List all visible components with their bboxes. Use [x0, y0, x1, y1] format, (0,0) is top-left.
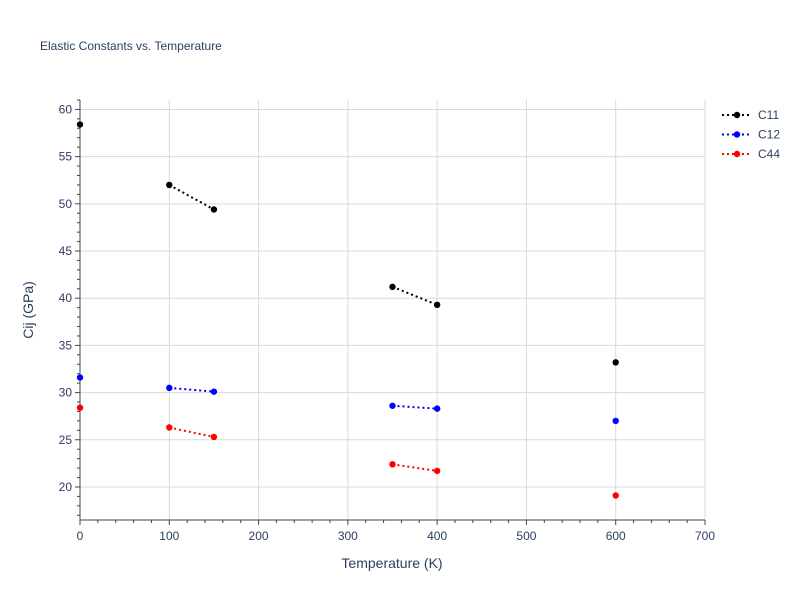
- legend-item-c44[interactable]: C44: [722, 147, 780, 161]
- y-tick-label: 60: [59, 102, 73, 116]
- legend-marker: [733, 131, 741, 138]
- data-point: [210, 206, 218, 213]
- series-c12: [76, 374, 619, 425]
- grid-layer: [80, 100, 706, 520]
- legend-label: C12: [758, 128, 780, 142]
- data-point: [389, 402, 396, 409]
- x-tick-label: 100: [159, 529, 179, 543]
- y-tick-label: 45: [59, 244, 73, 258]
- chart-title: Elastic Constants vs. Temperature: [40, 39, 222, 53]
- series-c11: [76, 121, 619, 366]
- y-tick-label: 55: [59, 150, 73, 164]
- x-tick-label: 500: [516, 529, 536, 543]
- legend-label: C11: [758, 108, 779, 122]
- y-tick-label: 30: [59, 386, 73, 400]
- legend-marker: [733, 150, 741, 158]
- legend-marker: [733, 111, 741, 119]
- series-line: [392, 285, 438, 306]
- legend-item-c12[interactable]: C12: [722, 128, 780, 142]
- data-point: [76, 404, 84, 411]
- data-point: [210, 433, 218, 441]
- data-point: [433, 301, 441, 309]
- data-point: [433, 467, 441, 475]
- series-line: [392, 463, 438, 472]
- data-point: [76, 121, 84, 128]
- series-line: [169, 426, 215, 438]
- data-point: [76, 374, 84, 381]
- x-tick-label: 300: [338, 529, 358, 543]
- data-point: [166, 384, 173, 392]
- data-point: [389, 461, 396, 468]
- y-tick-label: 25: [59, 433, 73, 447]
- data-point: [166, 424, 173, 431]
- legend[interactable]: C11 C12 C44: [722, 108, 780, 161]
- series-line: [169, 386, 215, 393]
- data-point: [612, 359, 619, 366]
- y-tick-label: 40: [59, 291, 73, 305]
- y-tick-label: 35: [59, 338, 73, 352]
- data-point: [210, 388, 218, 395]
- series-line: [168, 184, 215, 211]
- series-line: [392, 404, 438, 410]
- legend-item-c11[interactable]: C11: [722, 108, 779, 122]
- series-c44: [76, 404, 619, 499]
- x-tick-label: 700: [695, 529, 715, 543]
- x-tick-label: 600: [606, 529, 626, 543]
- y-tick-label: 50: [59, 197, 73, 211]
- data-point: [389, 283, 396, 291]
- x-tick-label: 400: [427, 529, 447, 543]
- series-layer: [76, 121, 619, 499]
- x-tick-label: 200: [249, 529, 269, 543]
- x-axis-title: Temperature (K): [341, 555, 442, 571]
- y-axis-title: Cij (GPa): [20, 281, 36, 339]
- data-point: [166, 181, 173, 189]
- data-point: [612, 417, 619, 425]
- data-point: [612, 492, 619, 499]
- data-point: [433, 405, 441, 412]
- legend-label: C44: [758, 147, 780, 161]
- x-tick-label: 0: [77, 529, 84, 543]
- y-tick-label: 20: [59, 480, 73, 494]
